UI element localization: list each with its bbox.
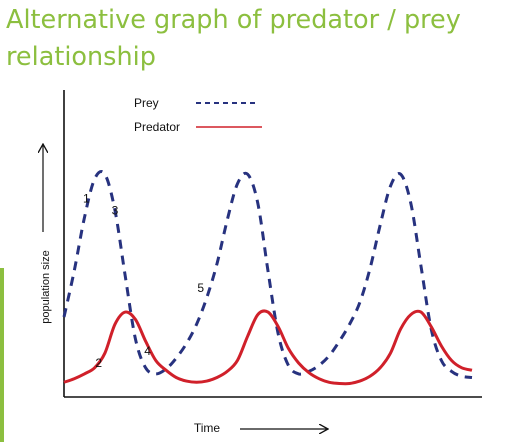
- x-axis-title: Time: [194, 421, 221, 435]
- series-line-predator: [64, 311, 472, 384]
- series-line-prey: [64, 172, 472, 378]
- y-axis-title: population size: [40, 250, 52, 323]
- annotation-3: 3: [112, 204, 119, 218]
- annotation-5: 5: [197, 281, 204, 295]
- annotation-4: 4: [144, 344, 151, 358]
- annotation-2: 2: [95, 356, 102, 370]
- legend-label-predator: Predator: [134, 120, 180, 134]
- legend-label-prey: Prey: [134, 96, 159, 110]
- annotation-1: 1: [83, 191, 90, 205]
